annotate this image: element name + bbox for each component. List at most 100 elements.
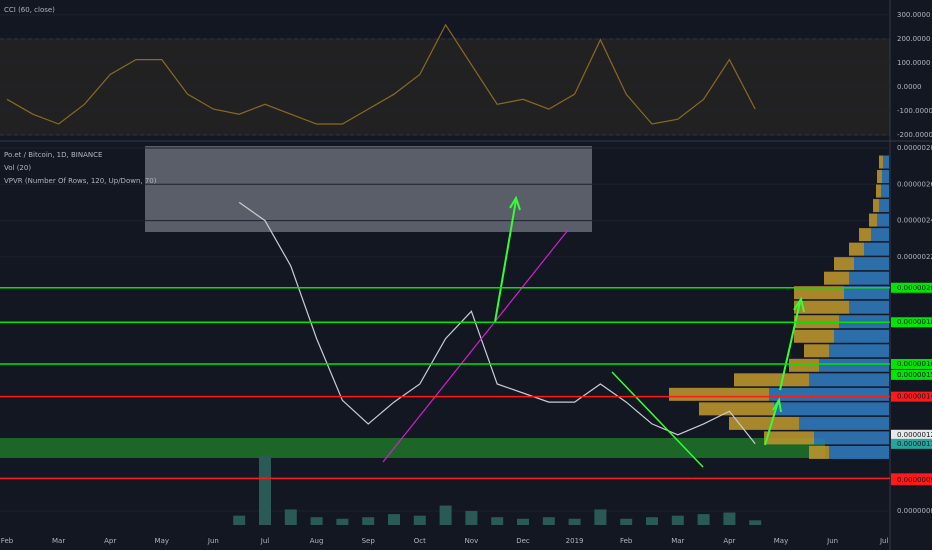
- x-tick-label: May: [155, 537, 169, 545]
- profile-up: [834, 329, 889, 343]
- arrows: [494, 195, 805, 446]
- y-tick-label: 0.00000220: [897, 253, 932, 261]
- volume-bar: [388, 514, 400, 525]
- profile-up: [854, 257, 889, 271]
- price-label: 0.00000184: [897, 318, 932, 326]
- profile-up: [774, 402, 889, 416]
- profile-up: [799, 416, 889, 430]
- y-tick-label: 100.0000: [897, 59, 930, 67]
- profile-down: [729, 416, 799, 430]
- volume-bar: [336, 518, 349, 525]
- price-label-box: [891, 317, 932, 328]
- x-tick-label: Sep: [362, 537, 376, 545]
- y-tick-label: -100.0000: [897, 107, 932, 115]
- y-tick-label: -200.0000: [897, 131, 932, 139]
- x-tick-label: Jul: [879, 537, 889, 545]
- trend-line: [611, 371, 704, 468]
- price-label-box: [891, 358, 932, 369]
- profile-down: [873, 199, 879, 213]
- price-label: 0.00000143: [897, 393, 932, 401]
- price-label: 0.00000155: [897, 371, 932, 379]
- y-tick-label: 0.00000260: [897, 180, 932, 188]
- volume-bar: [310, 517, 323, 525]
- volume-bar: [491, 517, 504, 525]
- profile-down: [699, 402, 774, 416]
- y-tick-label: 0.00000280: [897, 144, 932, 152]
- volume-bar: [465, 511, 478, 525]
- profile-down: [879, 155, 883, 169]
- price-label: 0.00000161: [897, 360, 932, 368]
- profile-down: [876, 184, 881, 198]
- y-tick-label: 200.0000: [897, 35, 930, 43]
- volume-title: Vol (20): [4, 164, 31, 172]
- volume-bar: [671, 515, 684, 525]
- volume-bar: [723, 512, 736, 525]
- volume-bar: [517, 518, 529, 525]
- price-label: 0.00000117: [897, 440, 932, 448]
- profile-up: [877, 213, 889, 227]
- volume-bar: [568, 518, 581, 525]
- profile-up: [844, 286, 889, 300]
- volume-bar: [542, 517, 555, 525]
- chart-title: Po.et / Bitcoin, 1D, BINANCE: [4, 151, 102, 159]
- profile-down: [789, 358, 819, 372]
- x-tick-label: Apr: [723, 537, 735, 545]
- price-label: 0.00000097: [897, 476, 932, 484]
- price-label: 0.00000203: [897, 284, 932, 292]
- price-label-box: [891, 282, 932, 293]
- x-tick-label: Feb: [1, 537, 14, 545]
- x-tick-label: Oct: [414, 537, 426, 545]
- x-tick-label: Feb: [620, 537, 633, 545]
- profile-down: [809, 445, 829, 459]
- x-tick-label: Dec: [516, 537, 530, 545]
- price-label-box: [891, 438, 932, 449]
- x-tick-label: 2019: [566, 537, 584, 545]
- profile-down: [877, 170, 882, 184]
- y-tick-label: 0.0000: [897, 83, 922, 91]
- profile-down: [859, 228, 871, 242]
- profile-up: [769, 387, 889, 401]
- x-tick-label: Aug: [310, 537, 324, 545]
- profile-up: [883, 155, 889, 169]
- arrow: [494, 195, 521, 323]
- price-label-box: [891, 369, 932, 380]
- x-tick-label: Mar: [671, 537, 684, 545]
- price-label: 0.00000122: [897, 431, 932, 439]
- profile-down: [849, 242, 864, 256]
- vpvr-title: VPVR (Number Of Rows, 120, Up/Down, 70): [4, 177, 157, 185]
- y-tick-label: 0.00000240: [897, 217, 932, 225]
- profile-down: [794, 329, 834, 343]
- y-tick-label: 0.00000080: [897, 507, 932, 515]
- x-tick-label: Nov: [465, 537, 479, 545]
- profile-up: [864, 242, 889, 256]
- profile-up: [849, 271, 889, 285]
- indicator-title: CCI (60, close): [4, 6, 55, 14]
- volume-bar: [284, 509, 297, 525]
- x-tick-label: May: [774, 537, 788, 545]
- y-tick-label: 300.0000: [897, 11, 930, 19]
- volume-bar: [413, 515, 426, 525]
- arrow: [764, 397, 782, 446]
- profile-up: [829, 344, 889, 358]
- x-tick-label: Jul: [260, 537, 270, 545]
- profile-up: [849, 300, 889, 314]
- profile-down: [794, 286, 844, 300]
- profile-up: [882, 170, 889, 184]
- profile-down: [869, 213, 877, 227]
- volume-bar: [259, 455, 271, 525]
- volume-bar: [697, 514, 710, 525]
- support-zone: [0, 438, 825, 458]
- volume-bar: [233, 515, 246, 525]
- volume-bar: [646, 517, 658, 525]
- x-tick-label: Jun: [207, 537, 219, 545]
- volume-bar: [362, 517, 375, 525]
- x-tick-label: Apr: [104, 537, 116, 545]
- profile-down: [794, 300, 849, 314]
- profile-down: [734, 373, 809, 387]
- resistance-zone: [145, 146, 592, 232]
- arrow: [779, 296, 805, 391]
- data-line: [6, 23, 756, 125]
- profile-up: [809, 373, 889, 387]
